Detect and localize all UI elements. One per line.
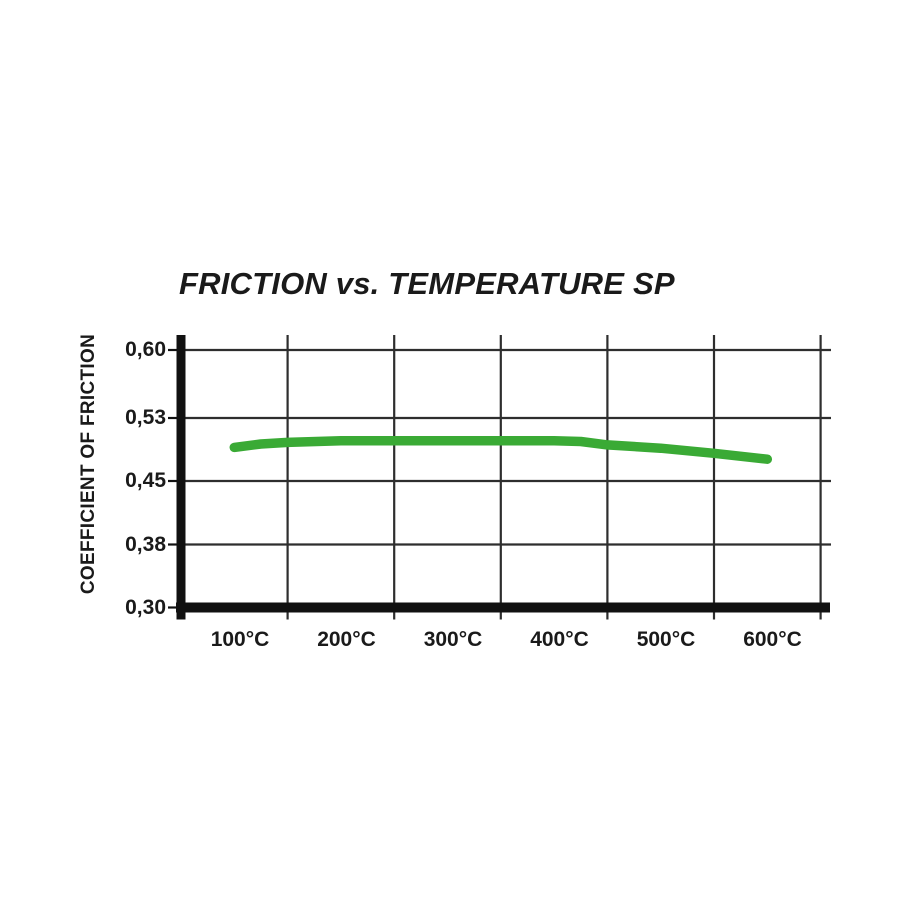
x-tick-label: 500°C: [636, 628, 696, 651]
x-tick-label: 400°C: [530, 628, 589, 651]
y-tick-label: 0,60: [125, 338, 166, 361]
grid-lines: [181, 335, 831, 620]
chart-title: FRICTION vs. TEMPERATURE SP: [179, 266, 675, 301]
x-tick-label: 200°C: [317, 628, 376, 651]
x-tick-label: 300°C: [423, 628, 483, 651]
y-tick-label: 0,38: [125, 532, 166, 556]
y-tick-label: 0,45: [125, 469, 166, 492]
friction-curve: [229, 435, 773, 464]
y-tick-label: 0,30: [125, 595, 166, 619]
y-tick-label: 0,53: [125, 406, 166, 429]
y-axis-line: [176, 335, 186, 620]
x-tick-label: 100°C: [210, 628, 270, 651]
x-tick-label: 600°C: [743, 628, 802, 651]
x-axis-line: [176, 602, 830, 613]
